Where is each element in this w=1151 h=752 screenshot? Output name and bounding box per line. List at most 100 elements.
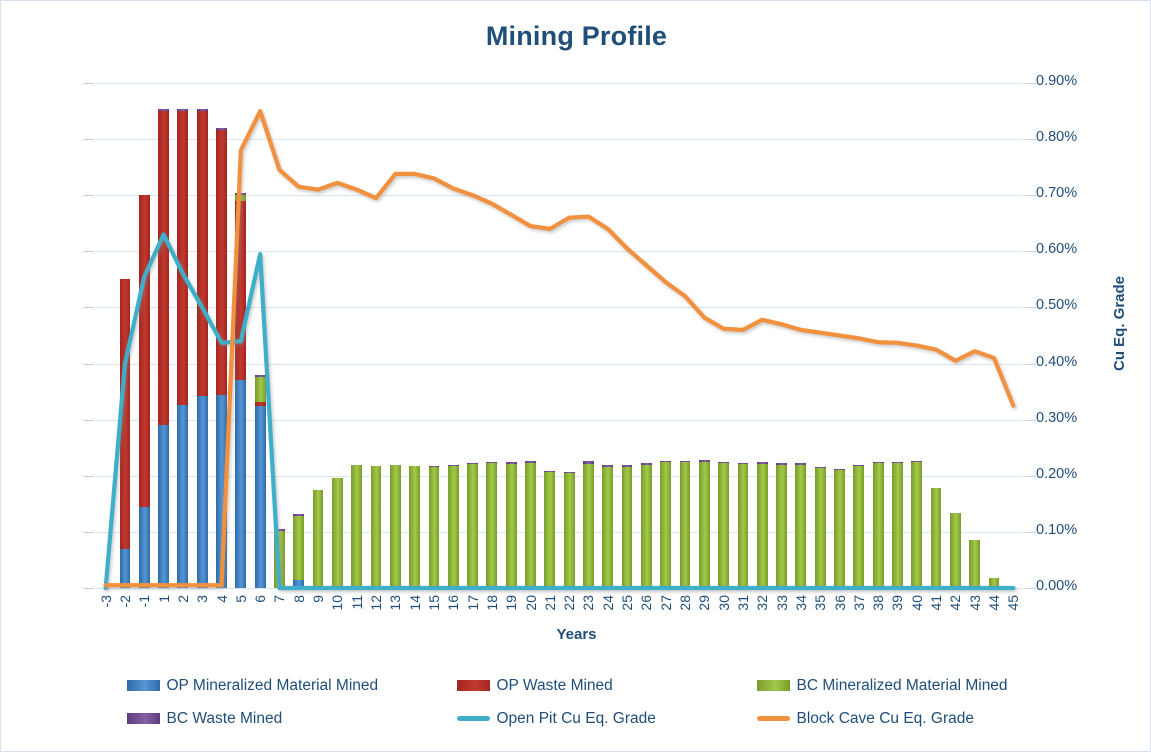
bar-column[interactable] (331, 83, 343, 588)
bar-column[interactable] (969, 83, 981, 588)
x-axis-tick: 42 (947, 595, 964, 611)
bar-column[interactable] (428, 83, 440, 588)
bar-segment (872, 463, 884, 588)
bar-column[interactable] (834, 83, 845, 588)
line-series (103, 232, 1016, 591)
gridline (96, 476, 1023, 477)
legend-line-icon (756, 716, 790, 721)
tick-mark (1025, 83, 1036, 84)
bar-column[interactable] (177, 83, 189, 588)
x-axis-tick: 25 (619, 595, 636, 611)
tick-mark (1025, 364, 1036, 365)
bar-column[interactable] (563, 83, 575, 588)
tick-mark (1025, 195, 1036, 196)
bar-column[interactable] (698, 83, 710, 588)
bar-column[interactable] (814, 83, 826, 588)
bar-column[interactable] (409, 83, 421, 588)
bar-segment (949, 513, 961, 588)
bar-column[interactable] (293, 83, 305, 588)
y-axis-tick-right: 0.90% (1036, 73, 1078, 89)
bar-column[interactable] (872, 83, 884, 588)
bar-column[interactable] (505, 83, 517, 588)
bar-column[interactable] (679, 83, 691, 588)
x-axis-tick: 10 (329, 595, 346, 611)
tick-mark (1025, 476, 1036, 477)
bar-segment (235, 195, 247, 201)
bar-column[interactable] (640, 83, 652, 588)
bar-column[interactable] (544, 83, 556, 588)
bar-column[interactable] (525, 83, 536, 588)
bar-segment (756, 464, 768, 588)
bar-column[interactable] (988, 83, 1000, 588)
legend-label: Open Pit Cu Eq. Grade (496, 709, 656, 727)
bar-series-group (96, 83, 1023, 588)
bar-column[interactable] (795, 83, 807, 588)
bar-segment (254, 374, 266, 378)
bar-column[interactable] (911, 83, 923, 588)
bar-column[interactable] (389, 83, 401, 588)
x-axis-tick: 24 (599, 595, 616, 611)
bar-segment (467, 464, 478, 588)
bar-segment (447, 466, 459, 588)
bar-column[interactable] (660, 83, 672, 588)
bar-segment (544, 470, 556, 472)
bar-column[interactable] (892, 83, 903, 588)
legend-item-op-waste[interactable]: OP Waste Mined (456, 677, 757, 695)
x-axis-tick: 3 (194, 595, 211, 603)
bar-column[interactable] (737, 83, 749, 588)
legend-item-bc-waste[interactable]: BC Waste Mined (126, 710, 457, 728)
bar-column[interactable] (853, 83, 865, 588)
x-axis-tick: 22 (561, 595, 578, 611)
x-axis-tick: 18 (483, 595, 500, 611)
bar-column[interactable] (196, 83, 208, 588)
bar-column[interactable] (138, 83, 150, 588)
bar-segment (312, 489, 324, 588)
bar-column[interactable] (949, 83, 961, 588)
bar-column[interactable] (447, 83, 459, 588)
bar-column[interactable] (119, 83, 131, 588)
bar-column[interactable] (216, 83, 227, 588)
bar-column[interactable] (718, 83, 730, 588)
y-axis-tick-right: 0.00% (1036, 578, 1078, 594)
bar-segment (196, 111, 208, 396)
x-axis-tick: 27 (657, 595, 674, 611)
gridline (96, 307, 1023, 308)
bar-segment (177, 111, 189, 406)
bar-segment (216, 130, 227, 395)
bar-segment (467, 462, 478, 464)
legend-label: OP Mineralized Material Mined (166, 676, 379, 694)
bar-column[interactable] (602, 83, 614, 588)
bar-column[interactable] (930, 83, 942, 588)
x-axis-tick: 44 (986, 595, 1003, 611)
bar-segment (486, 463, 498, 588)
bar-segment (216, 394, 227, 588)
bar-column[interactable] (467, 83, 478, 588)
bar-segment (293, 579, 305, 588)
bar-column[interactable] (158, 83, 169, 588)
bar-column[interactable] (312, 83, 324, 588)
legend-item-op-mineralized[interactable]: OP Mineralized Material Mined (126, 676, 457, 695)
bar-segment (795, 463, 807, 466)
legend-label: Block Cave Cu Eq. Grade (796, 709, 974, 727)
bar-column[interactable] (621, 83, 633, 588)
bar-segment (583, 464, 594, 588)
legend-item-block-cave-grade[interactable]: Block Cave Cu Eq. Grade (756, 709, 1027, 728)
bar-segment (698, 461, 710, 588)
tick-mark (83, 588, 94, 589)
x-axis-tick: 6 (252, 595, 269, 603)
bar-segment (834, 468, 845, 471)
bar-column[interactable] (351, 83, 363, 588)
bar-column[interactable] (756, 83, 768, 588)
legend-item-bc-mineralized[interactable]: BC Mineralized Material Mined (756, 677, 1027, 695)
y-axis-tick-right: 0.50% (1036, 297, 1078, 313)
legend-item-open-pit-grade[interactable]: Open Pit Cu Eq. Grade (456, 709, 757, 728)
bar-segment (737, 462, 749, 464)
tick-mark (1025, 251, 1036, 252)
y-axis-tick-right: 0.60% (1036, 241, 1078, 257)
bar-column[interactable] (583, 83, 594, 588)
bar-column[interactable] (776, 83, 787, 588)
bar-column[interactable] (370, 83, 382, 588)
bar-column[interactable] (254, 83, 266, 588)
bar-column[interactable] (486, 83, 498, 588)
x-axis-tick: 5 (232, 595, 249, 603)
